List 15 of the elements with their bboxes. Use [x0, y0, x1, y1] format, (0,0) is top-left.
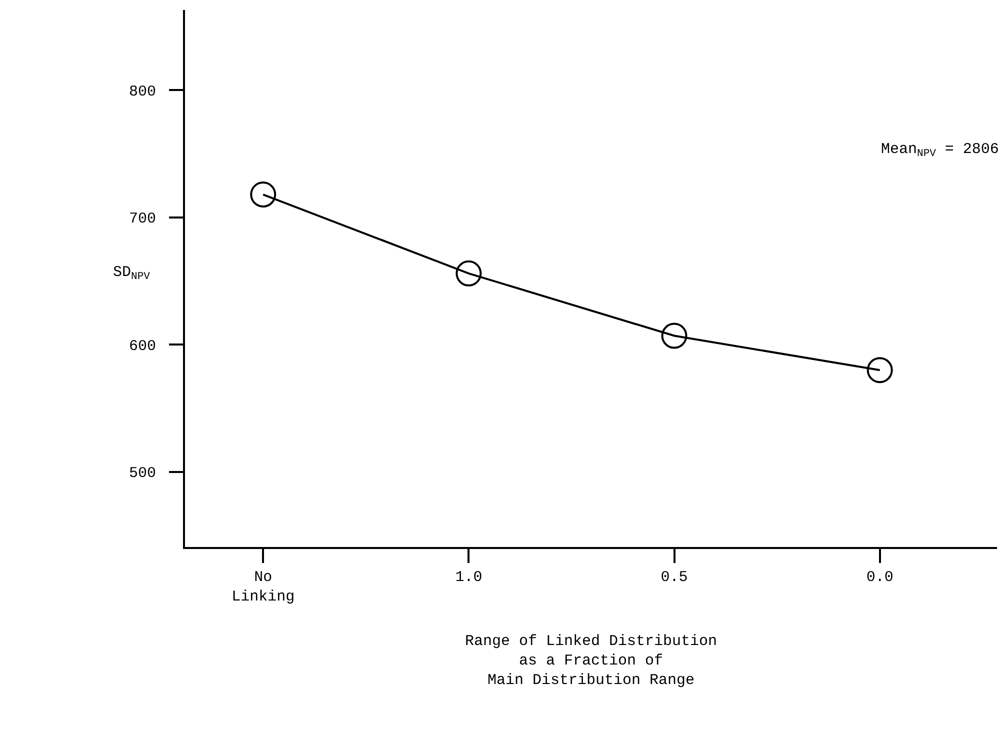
x-tick-label: 0.0	[866, 569, 894, 586]
x-tick-label: No Linking	[232, 569, 295, 606]
point	[456, 260, 482, 286]
y-axis-title: SD$_{NPV}$	[113, 264, 151, 284]
point	[866, 357, 893, 384]
y-tick-label: 500	[128, 465, 156, 482]
x-tick-label: 0.5	[660, 569, 688, 586]
x-axis-title: Range of Linked Distribution as a Fraction of Main Distribution Range	[464, 633, 718, 689]
y-tick-label: 800	[128, 83, 156, 100]
y-tick-label: 600	[128, 338, 156, 355]
y-tick-label: 700	[128, 210, 156, 228]
x-tick-label: 1.0	[455, 569, 482, 586]
annotation: Mean$_{NPV}$ = 2806	[881, 141, 999, 160]
point	[250, 182, 276, 208]
point	[661, 322, 688, 349]
